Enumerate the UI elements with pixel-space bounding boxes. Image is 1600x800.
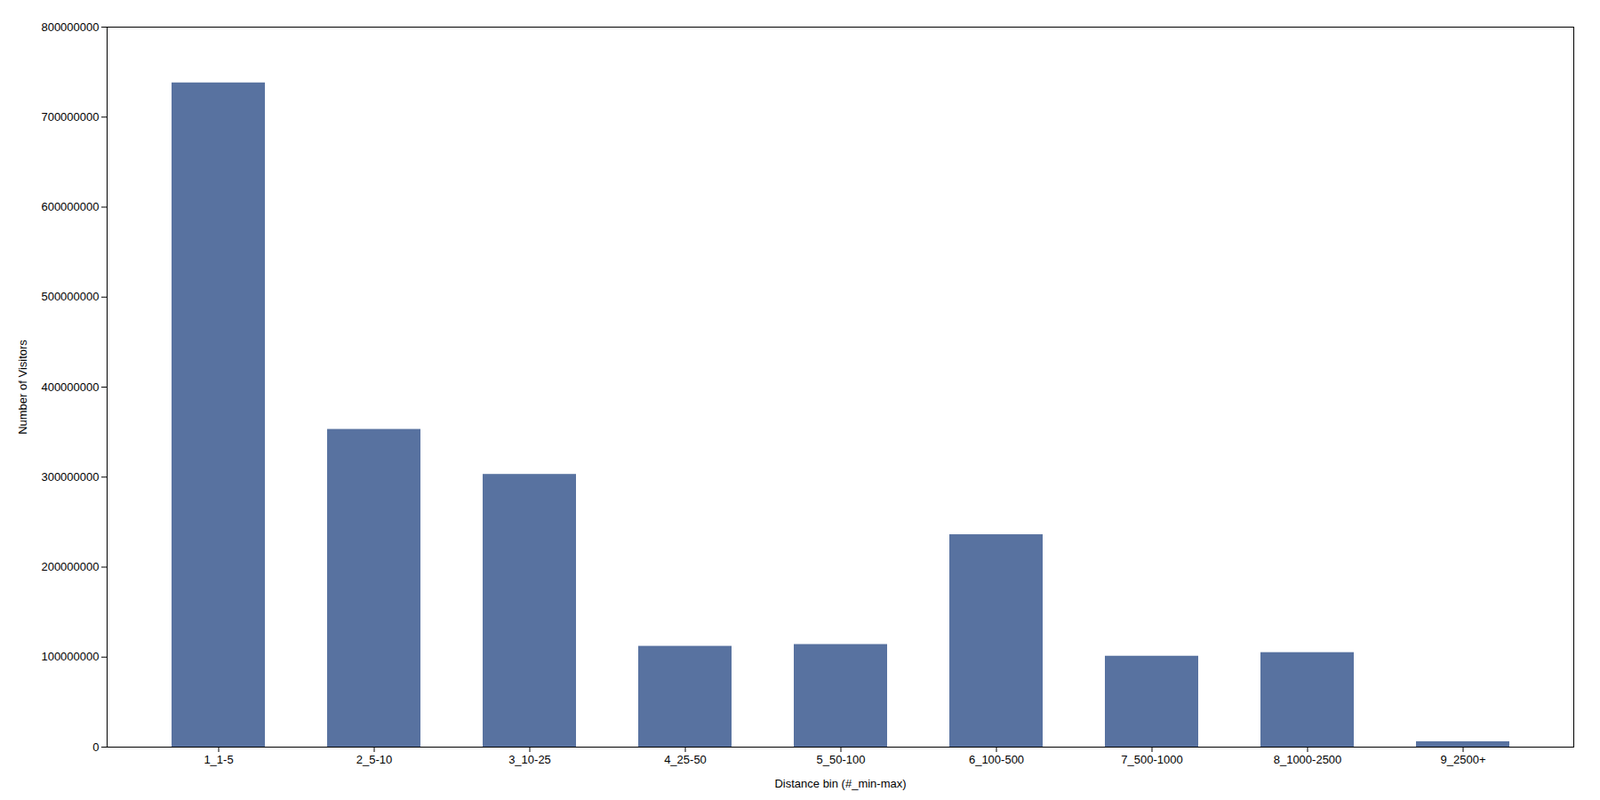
svg-text:500000000: 500000000 [40, 289, 99, 304]
svg-text:5_50-100: 5_50-100 [816, 752, 866, 767]
svg-text:Number of Visitors: Number of Visitors [16, 339, 30, 435]
svg-text:400000000: 400000000 [40, 380, 99, 394]
svg-text:6_100-500: 6_100-500 [968, 752, 1024, 767]
svg-text:2_5-10: 2_5-10 [356, 752, 392, 767]
svg-text:8_1000-2500: 8_1000-2500 [1273, 752, 1343, 767]
svg-text:200000000: 200000000 [40, 560, 99, 574]
svg-text:600000000: 600000000 [40, 200, 99, 214]
svg-text:4_25-50: 4_25-50 [664, 752, 707, 767]
svg-text:800000000: 800000000 [40, 20, 99, 34]
svg-text:300000000: 300000000 [40, 470, 99, 484]
svg-text:1_1-5: 1_1-5 [203, 752, 233, 767]
svg-text:100000000: 100000000 [40, 649, 99, 664]
svg-text:9_2500+: 9_2500+ [1440, 752, 1487, 767]
svg-text:0: 0 [92, 740, 99, 754]
svg-text:3_10-25: 3_10-25 [508, 752, 552, 767]
svg-text:700000000: 700000000 [40, 110, 99, 124]
svg-text:7_500-1000: 7_500-1000 [1120, 752, 1183, 767]
svg-text:Distance bin (#_min-max): Distance bin (#_min-max) [774, 776, 906, 791]
